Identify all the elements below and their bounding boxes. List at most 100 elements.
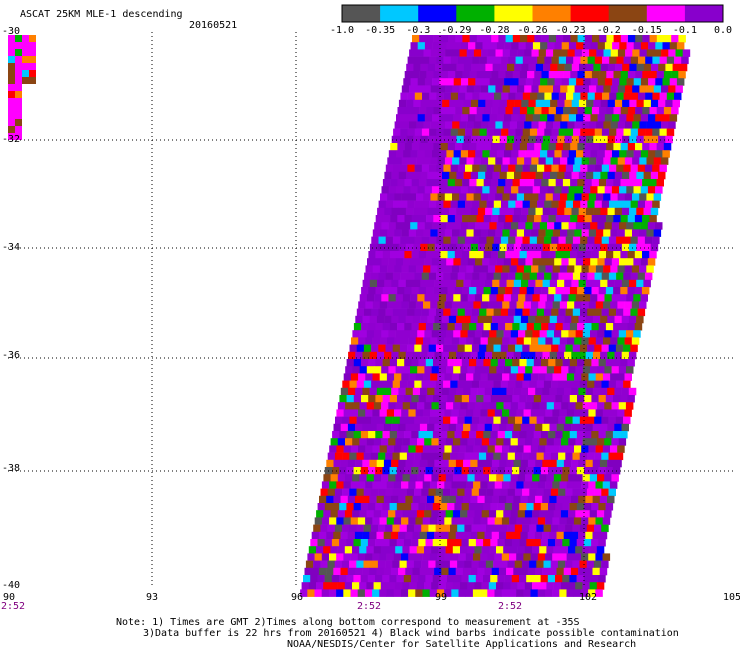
swath-cell [597, 438, 605, 446]
swath-cell [397, 323, 405, 331]
swath-cell [548, 215, 556, 223]
swath-cell [643, 279, 651, 288]
swath-cell [324, 503, 333, 511]
swath-cell [488, 582, 497, 590]
swath-cell [593, 207, 601, 216]
swath-cell [532, 150, 541, 158]
swath-cell [404, 143, 413, 151]
swath-cell [347, 531, 356, 540]
swath-cell [430, 49, 439, 57]
swath-cell [307, 589, 315, 597]
swath-cell [503, 366, 512, 374]
swath-cell [543, 344, 552, 353]
swath-cell [401, 265, 409, 273]
swath-cell [344, 546, 353, 554]
swath-cell [531, 301, 539, 309]
swath-cell [555, 107, 564, 115]
swath-cell [483, 251, 492, 259]
swath-cell [336, 553, 344, 561]
swath-cell [491, 531, 500, 540]
swath-cell [577, 359, 585, 367]
swath-cell [477, 315, 486, 324]
swath-cell [414, 344, 422, 353]
swath-cell [444, 589, 452, 597]
swath-cell [490, 323, 499, 331]
swath-cell [505, 107, 513, 115]
swath-cell [469, 215, 477, 223]
swath-cell [604, 510, 612, 518]
swath-cell [29, 70, 36, 77]
swath-cell [430, 193, 438, 201]
swath-cell [396, 575, 405, 583]
swath-cell [501, 92, 509, 101]
swath-cell [537, 92, 545, 101]
swath-cell [617, 193, 626, 201]
swath-cell [397, 251, 405, 259]
swath-cell [423, 193, 431, 201]
swath-cell [433, 71, 441, 79]
swath-cell [426, 251, 434, 259]
swath-cell [380, 546, 389, 554]
swath-cell [333, 423, 341, 432]
swath-cell [626, 114, 634, 122]
swath-cell [460, 330, 468, 338]
swath-cell [649, 107, 657, 115]
swath-cell [476, 323, 484, 331]
swath-cell [369, 387, 378, 396]
swath-cell [399, 416, 408, 425]
swath-cell [352, 330, 360, 338]
swath-cell [649, 143, 657, 151]
swath-cell [388, 330, 396, 338]
swath-cell [433, 251, 441, 259]
swath-cell [480, 553, 488, 561]
swath-cell [512, 251, 520, 259]
swath-cell [445, 546, 454, 554]
swath-cell [509, 445, 517, 453]
swath-cell [326, 567, 334, 576]
swath-cell [460, 438, 468, 446]
swath-cell [460, 294, 468, 302]
swath-cell [467, 366, 476, 374]
swath-cell [578, 459, 586, 468]
swath-cell [515, 128, 523, 137]
swath-cell [656, 143, 665, 151]
swath-cell [358, 337, 366, 345]
swath-cell [458, 481, 467, 489]
swath-cell [516, 193, 525, 201]
swath-cell [551, 56, 560, 65]
swath-cell [536, 488, 544, 497]
swath-cell [618, 438, 627, 446]
swath-cell [453, 186, 461, 194]
swath-cell [524, 121, 532, 129]
swath-cell [342, 380, 350, 389]
swath-cell [468, 114, 476, 122]
swath-cell [529, 488, 537, 497]
swath-cell [544, 128, 552, 137]
swath-cell [22, 42, 29, 49]
swath-cell [362, 279, 371, 288]
swath-cell [350, 373, 359, 381]
swath-cell [371, 308, 379, 317]
swath-cell [469, 35, 478, 43]
swath-cell [417, 330, 425, 338]
swath-cell [455, 423, 464, 432]
swath-cell [300, 589, 308, 597]
swath-cell [444, 229, 453, 237]
swath-cell [503, 258, 512, 266]
swath-cell [640, 114, 649, 122]
swath-cell [399, 344, 408, 353]
swath-cell [486, 92, 495, 101]
swath-cell [523, 265, 532, 273]
swath-cell [562, 179, 571, 187]
swath-cell [431, 258, 440, 266]
swath-cell [602, 409, 611, 417]
swath-cell [500, 344, 509, 353]
swath-cell [627, 71, 636, 79]
swath-cell [402, 438, 411, 446]
swath-cell [534, 251, 542, 259]
swath-cell [548, 287, 556, 295]
swath-cell [424, 222, 433, 230]
swath-cell [564, 351, 572, 360]
colorbar-frame [341, 4, 724, 23]
swath-cell [555, 251, 564, 259]
